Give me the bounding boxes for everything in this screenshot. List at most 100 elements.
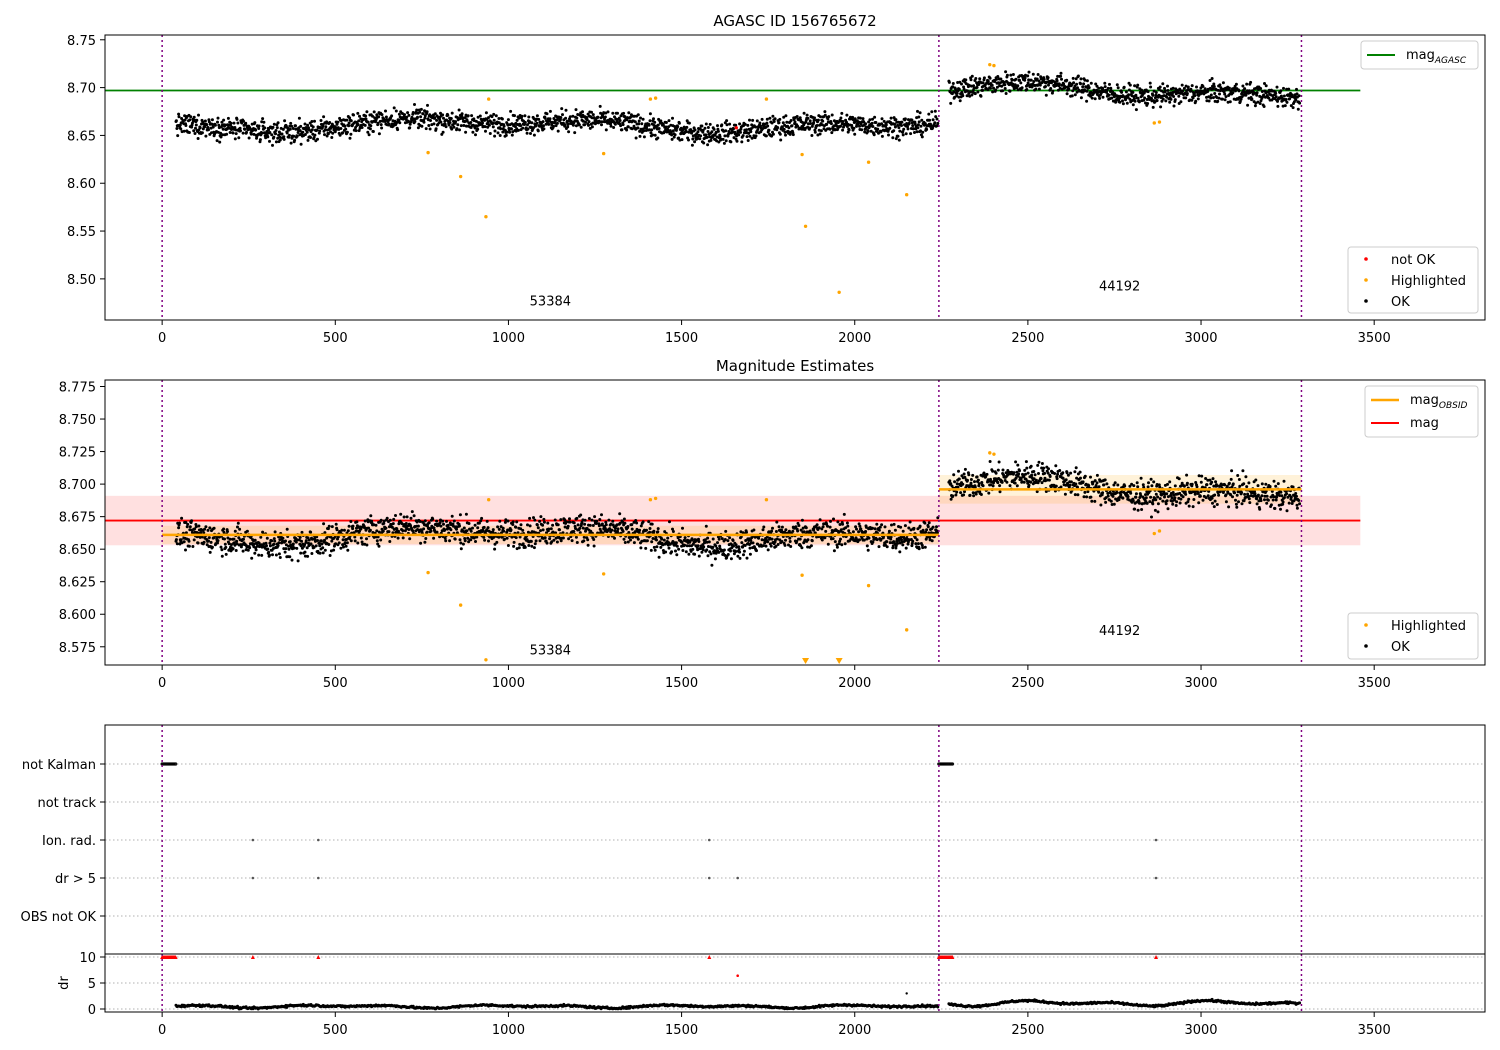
ok-point [448,539,452,543]
ok-point [926,525,930,529]
ok-point [1047,83,1050,87]
ok-point [1152,89,1156,93]
ok-point [701,548,705,552]
ok-point [735,139,739,143]
ok-point [715,547,719,550]
ok-point [771,114,775,118]
ok-point [511,523,515,526]
not-ok-point [734,126,739,130]
ok-point [249,132,253,136]
ok-point [387,122,391,126]
ok-point [319,119,323,122]
ok-point [303,122,307,126]
ok-point [1137,100,1141,104]
ok-point [633,120,637,124]
ok-point [1150,515,1153,519]
ok-point [1103,478,1107,482]
estimates-panel-title: Magnitude Estimates [716,357,874,375]
ok-point [1142,485,1146,489]
ok-point [962,85,966,89]
ok-point [784,114,788,118]
ok-point [1140,508,1144,511]
ok-point [1199,490,1203,494]
ok-point [538,539,542,543]
ok-point [371,130,375,133]
ok-point [991,90,995,94]
ok-point [207,128,210,132]
ok-point [585,118,589,122]
ok-point [685,125,689,129]
ok-point [647,520,651,524]
legend-swatch-dot [1364,278,1368,282]
ok-point [901,529,905,533]
ok-point [1190,482,1194,486]
ok-point [1180,481,1184,485]
ok-point [458,128,461,132]
ok-point [568,517,571,521]
ok-point [211,125,215,129]
ok-point [425,530,429,534]
ok-point [335,528,339,532]
ok-point [784,528,788,532]
ok-point [1083,78,1087,82]
ok-point [368,528,372,532]
ok-point [653,133,657,137]
ok-point [511,520,515,524]
ok-point [1207,99,1211,103]
agasc-data-points [174,62,1302,294]
ok-point [729,557,733,561]
ok-point [680,138,684,142]
x-tick-label: 1500 [665,331,698,346]
ok-point [1234,82,1238,86]
ok-point [413,120,417,123]
estimates-panel: Magnitude Estimates 0 500 1000 1500 2000 2500… [59,357,1486,691]
ok-point [298,535,302,539]
ok-point [367,526,371,530]
ok-point [725,119,729,123]
ok-point [411,111,415,114]
ok-point [1197,501,1201,505]
ok-point [401,536,405,540]
ok-point [1121,99,1124,103]
ok-point [258,138,262,142]
ok-point [962,493,966,497]
ok-point [188,118,192,122]
ok-point [851,115,855,119]
ok-point [277,552,281,556]
ok-point [1196,97,1200,101]
ok-point [971,473,975,477]
ok-point [529,132,532,135]
ok-point [208,550,212,554]
ok-point [734,123,738,127]
ok-point [260,131,264,135]
ok-point [366,120,370,124]
ok-point [309,530,313,534]
ok-point [838,539,842,543]
ok-point [1134,492,1138,496]
ok-point [913,131,916,134]
ok-point [974,492,978,496]
ok-point [292,134,296,138]
ok-point [351,524,355,528]
ok-point [449,117,453,120]
ok-point [242,537,245,541]
ok-point [1079,96,1083,100]
ok-point [1148,500,1152,504]
ok-point [918,524,922,528]
ok-point [432,122,436,126]
ok-point [379,123,383,127]
ok-point [188,525,192,529]
highlighted-point [837,290,841,294]
ok-point [337,541,341,545]
ok-point [627,111,631,115]
ok-point [241,549,245,553]
ok-point [238,527,242,531]
ok-point [823,536,827,540]
ok-point [1158,485,1162,489]
ok-point [555,540,559,544]
ok-point [662,538,666,542]
ok-point [1004,92,1008,95]
ok-point [356,111,360,115]
ok-point [988,76,992,80]
ok-point [265,544,268,548]
